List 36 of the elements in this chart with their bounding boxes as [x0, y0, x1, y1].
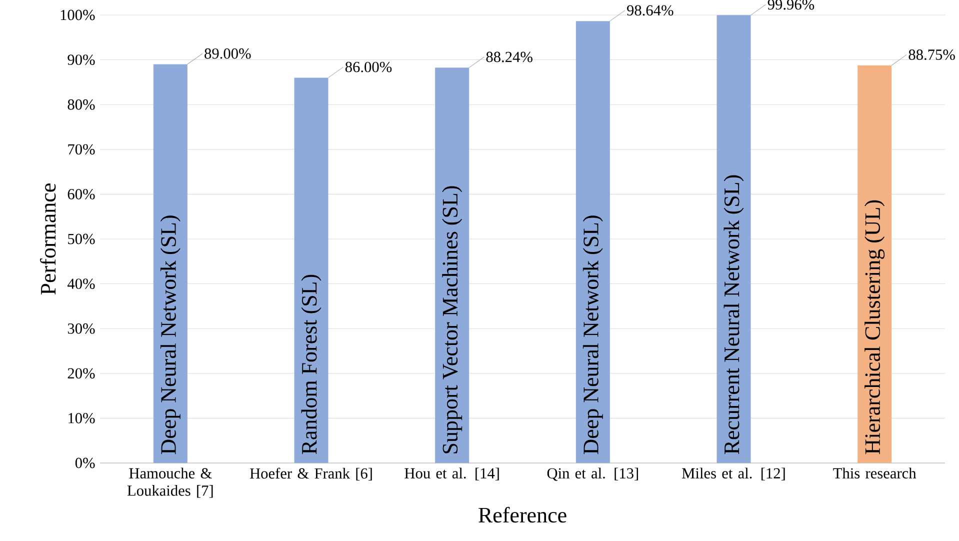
x-tick-label: Qin et al. [13]: [547, 468, 638, 481]
x-tick-label: Hou et al. [14]: [404, 468, 499, 480]
y-tick-label: 40%: [67, 278, 95, 289]
bar: [294, 78, 328, 463]
annotation: Recurrent Neural Network (SL): [724, 175, 744, 454]
y-tick-label: 100%: [60, 10, 95, 20]
y-tick-label: 30%: [68, 323, 95, 334]
y-tick-label: 10%: [68, 413, 95, 424]
bar: [153, 64, 188, 463]
annotation: Hierarchical Clustering (UL): [864, 200, 885, 454]
data-label: 98.64%: [627, 5, 674, 16]
bar: [716, 15, 751, 463]
y-tick-label: 50%: [68, 234, 95, 244]
y-tick-label: 60%: [68, 189, 95, 200]
y-tick-label: 80%: [68, 99, 95, 110]
y-tick-label: 70%: [68, 144, 95, 155]
bar: [858, 65, 892, 463]
annotation: Random Forest (SL): [301, 274, 322, 454]
y-tick-label: 0%: [75, 458, 95, 468]
data-label: 88.24%: [486, 52, 532, 62]
data-label: 88.75%: [908, 50, 955, 60]
x-tick-label: Hamouche & Loukaides [7]: [127, 468, 213, 498]
annotation: Deep Neural Network (SL): [160, 216, 180, 454]
y-tick-label: 90%: [68, 54, 95, 65]
y-tick-label: 20%: [68, 368, 95, 379]
x-tick-label: Hoefer & Frank [6]: [250, 468, 372, 481]
annotation: Deep Neural Network (SL): [582, 216, 603, 454]
bar: [576, 21, 610, 463]
y-axis-title: Performance: [40, 184, 56, 295]
x-tick-label: This research: [833, 468, 916, 478]
x-tick-label: Miles et al. [12]: [682, 468, 785, 480]
annotation: Support Vector Machines (SL): [442, 186, 462, 454]
bar: [435, 68, 470, 463]
data-label: 86.00%: [345, 62, 392, 72]
x-axis-title: Reference: [478, 506, 566, 523]
data-label: 89.00%: [204, 48, 251, 59]
